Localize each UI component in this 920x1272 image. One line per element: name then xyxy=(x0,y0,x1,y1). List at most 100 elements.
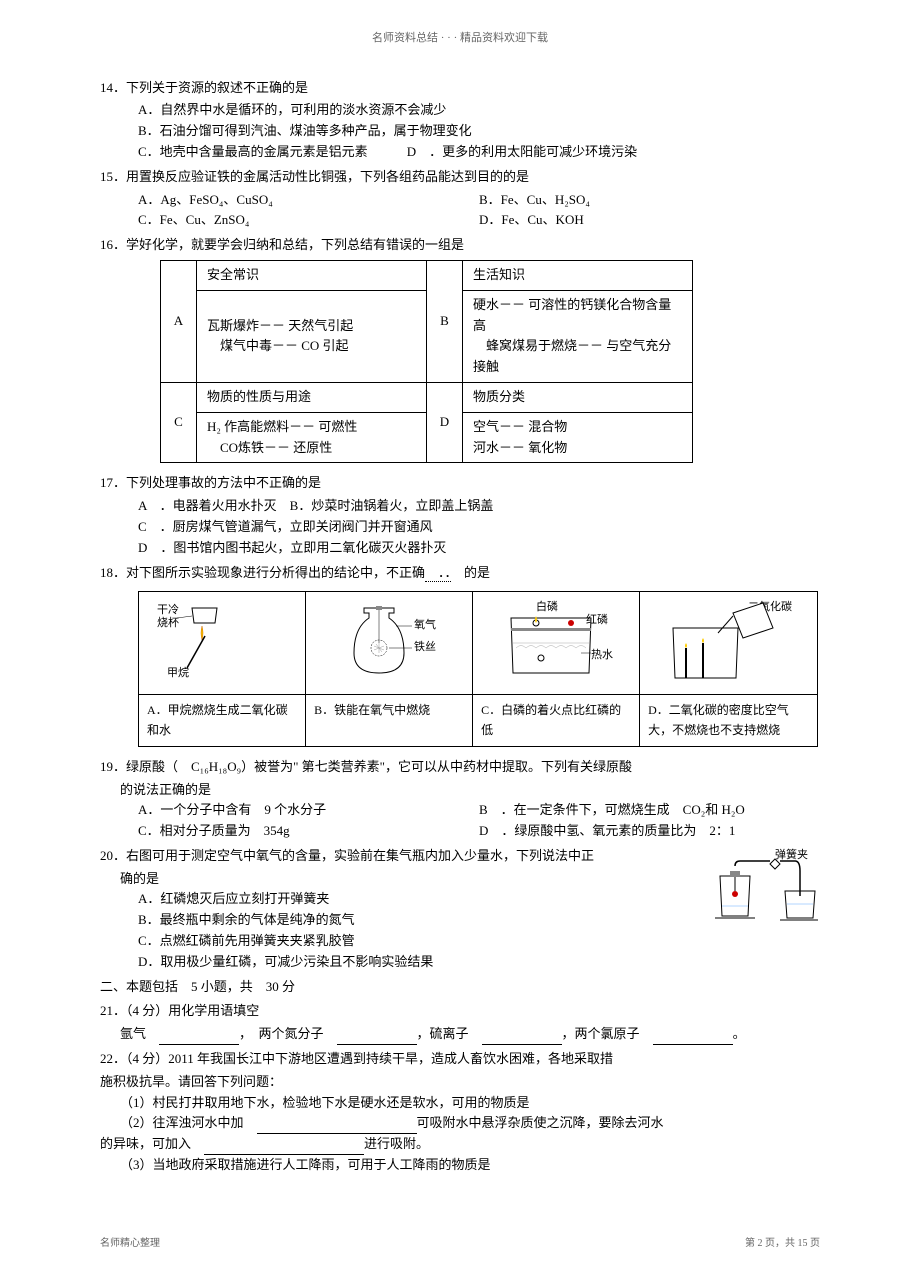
q19-option-b: B ．在一定条件下，可燃烧生成 CO₂和 H₂O xyxy=(479,800,820,821)
q16-b-content: 硬水－－ 可溶性的钙镁化合物含量高 蜂窝煤易于燃烧－－ 与空气充分接触 xyxy=(463,290,693,382)
q19-option-a: A．一个分子中含有 9 个水分子 xyxy=(138,800,479,821)
q18-diagram-d: 二氧化碳 xyxy=(640,592,818,695)
q16-c-content: H₂ 作高能燃料－－ 可燃性 CO炼铁－－ 还原性 xyxy=(197,412,427,463)
q22-p3: （3）当地政府采取措施进行人工降雨，可用于人工降雨的物质是 xyxy=(100,1155,820,1176)
q15-option-c: C．Fe、Cu、ZnSO₄ xyxy=(138,210,479,231)
q18-option-d: D．二氧化碳的密度比空气大，不燃烧也不支持燃烧 xyxy=(640,695,818,746)
q15-option-b: B．Fe、Cu、H₂SO₄ xyxy=(479,190,820,211)
question-18: 18．对下图所示实验现象进行分析得出的结论中，不正确 ．． 的是 干冷 烧杯 甲… xyxy=(100,563,820,747)
q14-c-text: C．地壳中含量最高的金属元素是铝元素 xyxy=(138,144,368,159)
oxygen-label: 氧气 xyxy=(414,617,436,631)
question-14: 14．下列关于资源的叙述不正确的是 A．自然界中水是循环的，可利用的淡水资源不会… xyxy=(100,78,820,163)
q22-text2: 施积极抗旱。请回答下列问题： xyxy=(100,1072,820,1093)
q16-a-line2: 煤气中毒－－ CO 引起 xyxy=(207,338,349,353)
q22-p2d: 进行吸附。 xyxy=(364,1136,429,1151)
q18-diagram-b: 氧气 铁丝 xyxy=(306,592,473,695)
q21-p2: ，硫离子 xyxy=(417,1026,482,1041)
blank-2 xyxy=(337,1031,417,1045)
section-2-header: 二、本题包括 5 小题，共 30 分 xyxy=(100,977,820,998)
q16-c-line2: CO炼铁－－ 还原性 xyxy=(207,440,332,455)
q18-table: 干冷 烧杯 甲烷 氧气 铁丝 xyxy=(138,591,818,746)
q16-label-d: D xyxy=(427,382,463,462)
q21-p1: ， 两个氮分子 xyxy=(239,1026,337,1041)
q14-text: 14．下列关于资源的叙述不正确的是 xyxy=(100,78,820,99)
q18-option-c: C．白磷的着火点比红磷的低 xyxy=(473,695,640,746)
q22-p2-line2: 的异味，可加入 进行吸附。 xyxy=(100,1134,820,1155)
q19-text2: 的说法正确的是 xyxy=(100,780,820,801)
q16-c-title: 物质的性质与用途 xyxy=(197,382,427,412)
question-15: 15．用置换反应验证铁的金属活动性比铜强，下列各组药品能达到目的的是 A．Ag、… xyxy=(100,167,820,231)
q16-c-line1: H₂ 作高能燃料－－ 可燃性 xyxy=(207,419,357,434)
q22-p2b: 可吸附水中悬浮杂质使之沉降，要除去河水 xyxy=(417,1115,664,1130)
q14-option-cd: C．地壳中含量最高的金属元素是铝元素 D ．更多的利用太阳能可减少环境污染 xyxy=(100,142,820,163)
q18-diagram-c: 白磷 红磷 热水 xyxy=(473,592,640,695)
question-21: 21．（4 分）用化学用语填空 氩气 ， 两个氮分子 ，硫离子 ，两个氯原子 。 xyxy=(100,1001,820,1045)
q16-a-content: 瓦斯爆炸－－ 天然气引起 煤气中毒－－ CO 引起 xyxy=(197,290,427,382)
clip-label: 弹簧夹 xyxy=(775,847,808,861)
q21-line: 氩气 ， 两个氮分子 ，硫离子 ，两个氯原子 。 xyxy=(100,1024,820,1045)
beaker-label: 烧杯 xyxy=(157,615,179,629)
blank-6 xyxy=(204,1141,364,1155)
question-22: 22．（4 分）2011 年我国长江中下游地区遭遇到持续干旱，造成人畜饮水困难，… xyxy=(100,1049,820,1176)
hot-water-label: 热水 xyxy=(591,648,613,661)
q17-text: 17．下列处理事故的方法中不正确的是 xyxy=(100,473,820,494)
q21-text: 21．（4 分）用化学用语填空 xyxy=(100,1001,820,1022)
q15-option-a: A．Ag、FeSO₄、CuSO₄ xyxy=(138,190,479,211)
question-20: 弹簧夹 20．右图可用于测定空气中氧气的含量，实验前在集气瓶内加入少量水，下列说… xyxy=(100,846,820,973)
q16-a-title: 安全常识 xyxy=(197,260,427,290)
q17-option-c: C ．厨房煤气管道漏气，立即关闭阀门并开窗通风 xyxy=(100,517,820,538)
q18-underline: ．． xyxy=(425,565,451,582)
q21-p4: 。 xyxy=(733,1026,746,1041)
blank-4 xyxy=(653,1031,733,1045)
blank-1 xyxy=(159,1031,239,1045)
q19-text: 19．绿原酸（ C₁₆H₁₈O₉）被誉为" 第七类营养素"，它可以从中药材中提取… xyxy=(100,757,820,778)
q16-b-line2: 蜂窝煤易于燃烧－－ 与空气充分接触 xyxy=(473,338,671,374)
blank-5 xyxy=(257,1120,417,1134)
q16-b-line1: 硬水－－ 可溶性的钙镁化合物含量高 xyxy=(473,297,671,333)
q14-option-b: B．石油分馏可得到汽油、煤油等多种产品，属于物理变化 xyxy=(100,121,820,142)
q17-option-ab: A ．电器着火用水扑灭 B．炒菜时油锅着火，立即盖上锅盖 xyxy=(100,496,820,517)
q19-option-d: D ．绿原酸中氢、氧元素的质量比为 2：1 xyxy=(479,821,820,842)
q18-option-a: A．甲烷燃烧生成二氧化碳和水 xyxy=(139,695,306,746)
q18-text-main: 18．对下图所示实验现象进行分析得出的结论中，不正确 xyxy=(100,565,425,580)
question-19: 19．绿原酸（ C₁₆H₁₈O₉）被誉为" 第七类营养素"，它可以从中药材中提取… xyxy=(100,757,820,842)
q18-text-suffix: 的是 xyxy=(451,565,490,580)
white-p-label: 白磷 xyxy=(536,599,558,613)
red-p-label: 红磷 xyxy=(586,613,608,626)
footer-right: 第 2 页，共 15 页 xyxy=(745,1236,820,1252)
q20-diagram: 弹簧夹 xyxy=(700,846,820,936)
q21-argon: 氩气 xyxy=(120,1026,159,1041)
q16-table: A 安全常识 B 生活知识 瓦斯爆炸－－ 天然气引起 煤气中毒－－ CO 引起 … xyxy=(160,260,693,463)
q16-a-line1: 瓦斯爆炸－－ 天然气引起 xyxy=(207,318,353,333)
q18-option-b: B．铁能在氧气中燃烧 xyxy=(306,695,473,746)
q16-d-title: 物质分类 xyxy=(463,382,693,412)
q19-option-c: C．相对分子质量为 354g xyxy=(138,821,479,842)
q16-label-b: B xyxy=(427,260,463,382)
q17-option-d: D ．图书馆内图书起火，立即用二氧化碳灭火器扑灭 xyxy=(100,538,820,559)
q22-p2c: 的异味，可加入 xyxy=(100,1136,204,1151)
dry-cold-label: 干冷 xyxy=(157,603,179,616)
q16-d-line1: 空气－－ 混合物 xyxy=(473,419,567,434)
q16-label-c: C xyxy=(161,382,197,462)
q18-diagram-a: 干冷 烧杯 甲烷 xyxy=(139,592,306,695)
q15-option-d: D．Fe、Cu、KOH xyxy=(479,210,820,231)
q16-b-title: 生活知识 xyxy=(463,260,693,290)
blank-3 xyxy=(482,1031,562,1045)
page-footer: 名师精心整理 第 2 页，共 15 页 xyxy=(100,1236,820,1252)
q22-p2-line1: （2）往浑浊河水中加 可吸附水中悬浮杂质使之沉降，要除去河水 xyxy=(100,1113,820,1134)
q14-d-text: D ．更多的利用太阳能可减少环境污染 xyxy=(407,144,637,159)
page-header: 名师资料总结 · · · 精品资料欢迎下载 xyxy=(100,30,820,48)
methane-label: 甲烷 xyxy=(167,665,189,679)
question-16: 16．学好化学，就要学会归纳和总结，下列总结有错误的一组是 A 安全常识 B 生… xyxy=(100,235,820,463)
q16-label-a: A xyxy=(161,260,197,382)
iron-wire-label: 铁丝 xyxy=(414,640,436,653)
q20-option-d: D．取用极少量红磷，可减少污染且不影响实验结果 xyxy=(100,952,820,973)
q18-text: 18．对下图所示实验现象进行分析得出的结论中，不正确 ．． 的是 xyxy=(100,563,820,584)
q22-text: 22．（4 分）2011 年我国长江中下游地区遭遇到持续干旱，造成人畜饮水困难，… xyxy=(100,1049,820,1070)
q16-d-line2: 河水－－ 氧化物 xyxy=(473,440,567,455)
footer-left: 名师精心整理 xyxy=(100,1236,160,1252)
q15-text: 15．用置换反应验证铁的金属活动性比铜强，下列各组药品能达到目的的是 xyxy=(100,167,820,188)
question-17: 17．下列处理事故的方法中不正确的是 A ．电器着火用水扑灭 B．炒菜时油锅着火… xyxy=(100,473,820,558)
q16-text: 16．学好化学，就要学会归纳和总结，下列总结有错误的一组是 xyxy=(100,235,820,256)
q16-d-content: 空气－－ 混合物 河水－－ 氧化物 xyxy=(463,412,693,463)
